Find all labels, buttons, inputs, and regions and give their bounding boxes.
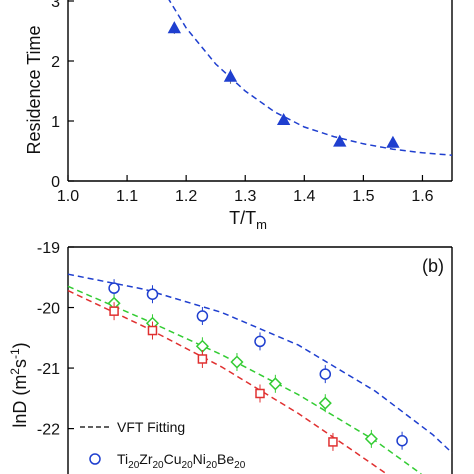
legend-label-part-6: 20	[206, 460, 218, 471]
top-point-4	[386, 135, 400, 148]
legend-label-part-2: 20	[153, 460, 165, 471]
top-marker-4	[386, 135, 400, 148]
panel-label-b: (b)	[422, 256, 444, 276]
bottom-marker-0-4	[319, 368, 332, 380]
legend-label-part-0: 20	[128, 460, 140, 471]
top-x-tick-label-5: 1.5	[352, 188, 374, 205]
top-x-tick-label-0: 1.0	[57, 188, 79, 205]
legend-label-part-1: Zr	[139, 451, 153, 467]
top-y-tick-label-1: 1	[51, 114, 60, 131]
top-x-axis-label-main: T/T	[229, 208, 256, 228]
bottom-point-2-1	[147, 321, 158, 340]
top-x-axis-label-sub: m	[256, 217, 267, 232]
bottom-point-1-3	[230, 353, 244, 372]
top-panel: 1.0 1.1 1.2 1.3 1.4 1.5 1.6 0 1 2 3 Residence Tim…	[24, 0, 453, 232]
bottom-fit-curves	[67, 273, 453, 474]
top-y-tick-label-2: 2	[51, 54, 60, 71]
top-point-3	[333, 134, 347, 147]
bottom-point-2-0	[109, 302, 119, 321]
bottom-marker-0-3	[254, 335, 266, 348]
bottom-point-1-5	[318, 394, 332, 413]
top-data-points	[167, 21, 400, 148]
bottom-y-tick-label-3: -22	[37, 422, 60, 439]
legend-fit-label: VFT Fitting	[117, 419, 185, 435]
top-marker-3	[333, 134, 347, 147]
bottom-point-0-1	[146, 285, 159, 304]
legend-label-part-7: Be	[217, 451, 234, 467]
top-x-tick-label-4: 1.4	[293, 188, 315, 205]
bottom-point-1-6	[364, 429, 378, 448]
legend-label-part-base: Ti	[117, 451, 128, 467]
bottom-marker-2-2	[197, 354, 208, 364]
bottom-point-0-4	[319, 365, 332, 384]
bottom-y-tick-label-0: -19	[37, 240, 60, 257]
bottom-y-ticks: -19 -20 -21 -22	[37, 240, 74, 439]
top-x-tick-label-2: 1.2	[175, 188, 197, 205]
bottom-y-tick-label-2: -21	[37, 361, 60, 378]
bottom-marker-0-2	[196, 310, 209, 322]
bottom-marker-1-5	[318, 396, 332, 410]
top-x-ticks: 1.0 1.1 1.2 1.3 1.4 1.5 1.6	[57, 175, 434, 205]
bottom-marker-2-3	[255, 388, 265, 399]
legend: VFT Fitting Ti20Zr20Cu20Ni20Be20	[80, 419, 246, 471]
bottom-marker-2-1	[147, 325, 158, 336]
bottom-marker-0-0	[108, 282, 120, 294]
bottom-marker-0-5	[396, 434, 408, 447]
top-x-axis-label: T/Tm	[229, 208, 267, 232]
top-point-1	[223, 69, 238, 84]
bottom-fit-curve-2	[67, 289, 388, 474]
bottom-data-points	[107, 279, 408, 451]
top-y-tick-label-0: 0	[51, 174, 60, 191]
top-y-tick-label-3: 3	[51, 0, 60, 11]
bottom-marker-1-4	[268, 377, 282, 391]
top-marker-1	[223, 69, 238, 82]
bottom-marker-1-3	[230, 355, 244, 369]
top-x-tick-label-6: 1.6	[411, 188, 433, 205]
bottom-y-label-mid: s	[10, 359, 30, 368]
legend-label-part-4: 20	[182, 460, 194, 471]
bottom-point-2-3	[255, 384, 265, 403]
bottom-marker-2-4	[328, 437, 338, 447]
top-marker-0	[167, 21, 182, 34]
bottom-point-0-0	[108, 279, 120, 298]
top-fit-curve	[168, 0, 453, 156]
bottom-marker-0-1	[146, 288, 159, 300]
top-point-0	[167, 21, 182, 34]
top-x-tick-label-3: 1.3	[234, 188, 256, 205]
legend-series-marker	[89, 453, 101, 465]
bottom-fit-curve-1	[67, 285, 422, 474]
bottom-point-1-4	[268, 374, 282, 393]
bottom-point-2-2	[197, 349, 208, 368]
bottom-fit-curve-0	[67, 273, 453, 454]
legend-label-part-3: Cu	[164, 451, 182, 467]
bottom-point-0-3	[254, 332, 266, 351]
top-y-axis-label: Residence Time	[24, 25, 44, 154]
bottom-point-0-5	[396, 431, 408, 450]
top-y-ticks: 0 1 2 3	[51, 0, 74, 191]
bottom-marker-1-6	[364, 432, 378, 446]
bottom-point-2-4	[328, 432, 338, 451]
bottom-y-label-end: )	[10, 342, 30, 348]
bottom-y-label-a: lnD (m	[10, 375, 30, 428]
bottom-y-axis-label: lnD (m2s-1)	[8, 342, 30, 427]
bottom-panel: -19 -20 -21 -22 (b) lnD (m2s-1) VFT Fitting…	[8, 240, 453, 474]
top-point-2	[276, 112, 291, 125]
legend-label-part-8: 20	[234, 460, 246, 471]
top-x-tick-label-1: 1.1	[116, 188, 138, 205]
bottom-y-label-sup1: 2	[8, 368, 22, 375]
bottom-point-0-2	[196, 307, 209, 326]
top-marker-2	[276, 112, 291, 125]
bottom-y-label-sup2: -1	[8, 348, 22, 359]
bottom-marker-2-0	[109, 306, 119, 316]
bottom-y-tick-label-1: -20	[37, 301, 60, 318]
legend-label-part-5: Ni	[193, 451, 206, 467]
legend-series-label: Ti20Zr20Cu20Ni20Be20	[117, 451, 246, 471]
